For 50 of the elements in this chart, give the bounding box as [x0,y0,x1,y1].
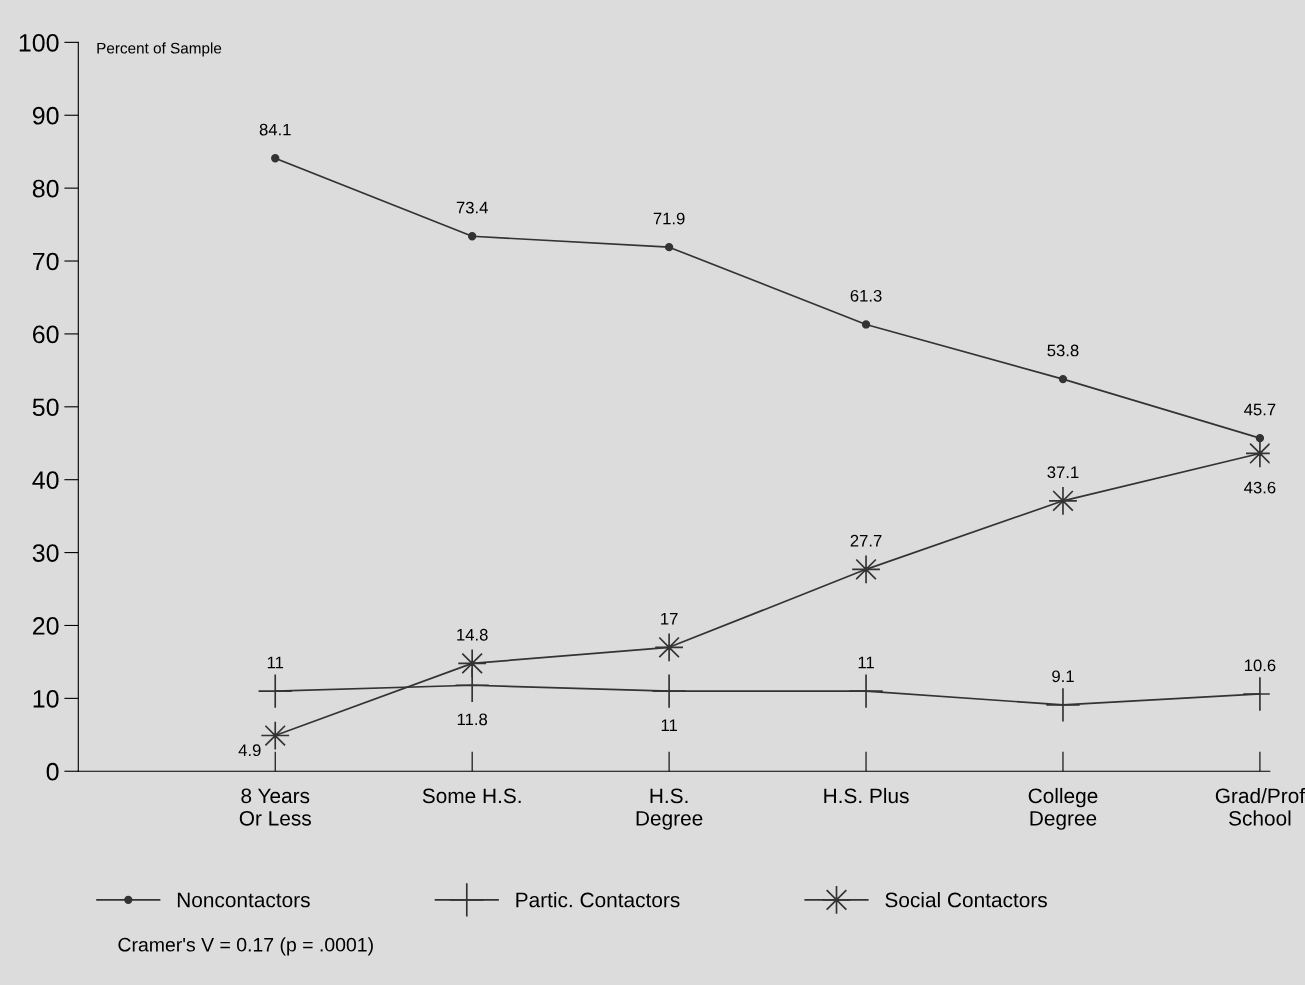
data-label: 37.1 [1047,466,1079,479]
point [861,320,871,329]
data-label: 43.6 [1244,481,1276,494]
x-tick-label: Grad/Prof School [1215,787,1305,826]
y-tick-label: 0 [46,762,59,781]
data-label: 11 [858,656,874,669]
y-tick-label: 60 [33,325,59,344]
x-tick-label: College Degree [1028,787,1098,830]
point [664,243,674,252]
y-tick-label: 100 [19,33,59,52]
data-label: 71.9 [653,212,685,225]
y-tick-label: 20 [33,617,59,635]
data-label: 27.7 [850,534,882,547]
data-label: 53.8 [1047,344,1079,357]
y-tick-label: 40 [32,471,59,489]
point [1058,374,1068,384]
data-label: 61.3 [850,289,882,302]
y-axis-title: Percent of Sample [97,42,222,57]
data-label: 11 [661,719,677,731]
point [257,673,293,709]
data-label: 17 [661,612,678,625]
data-label: 11.8 [457,713,488,726]
y-tick-label: 10 [33,689,59,708]
data-label: 73.4 [456,201,488,214]
data-label: 84.1 [259,123,291,136]
data-label: 11 [267,656,284,669]
data-label: 10.6 [1244,659,1276,672]
data-label: 45.7 [1244,403,1276,416]
y-tick-label: 80 [32,179,59,198]
text: Cramer's V = 0.17 (p = .0001) [118,937,373,956]
point [651,673,687,709]
data-label: 14.8 [457,628,488,641]
y-tick-label: 30 [32,544,59,562]
data-label: 9.1 [1052,670,1074,683]
x-tick-label: Some H.S. [422,788,521,804]
y-tick-label: 70 [33,252,59,271]
point [1048,486,1078,516]
point [848,673,884,709]
y-tick-label: 50 [32,398,59,417]
point [271,154,280,163]
legend-label: Social Contactors [885,892,1047,908]
x-tick-label: 8 Years Or Less [239,788,311,826]
point [468,232,477,241]
legend-label: Noncontactors [177,892,310,908]
y-tick-label: 90 [32,106,59,125]
x-tick-label: H.S. Plus [824,787,909,804]
point [1045,687,1081,723]
legend-label: Partic. Contactors [516,892,680,908]
data-label: 4.9 [238,744,261,757]
x-tick-label: H.S. Degree [636,788,703,830]
